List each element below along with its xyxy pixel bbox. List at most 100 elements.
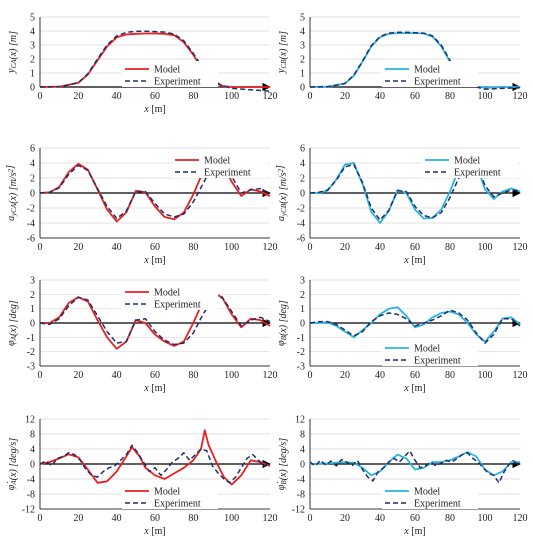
x-tick-label-ayCB-0: 0 (308, 242, 313, 253)
x-tick-label-yCB-0: 0 (308, 91, 313, 102)
x-tick-label-phiB-80: 80 (445, 370, 455, 381)
y-tick-label-yCA-2: 2 (30, 55, 35, 66)
legend-label-phiA-model: Model (154, 288, 180, 299)
y-tick-label-yCA-5: 5 (30, 13, 35, 24)
y-tick-label-yCB-2: 2 (300, 55, 305, 66)
y-tick-label-phiA--1: -1 (27, 333, 35, 344)
y-tick-label-yCB-4: 4 (300, 27, 305, 38)
y-tick-label-ayCA-0: 0 (30, 189, 35, 200)
y-tick-label-yCA-1: 1 (30, 69, 35, 80)
y-tick-label-phiB--1: -1 (297, 333, 305, 344)
x-tick-label-phiA-100: 100 (224, 370, 239, 381)
x-tick-label-ayCA-20: 20 (73, 242, 83, 253)
x-tick-label-ayCB-60: 60 (410, 242, 420, 253)
y-axis-label-yCB: yCB(x) [m] (276, 31, 289, 74)
x-tick-label-dphiA-60: 60 (150, 513, 160, 524)
x-axis-label-dphiB: x [m] (403, 526, 425, 537)
x-tick-label-ayCA-100: 100 (224, 242, 239, 253)
legend-label-dphiB-experiment: Experiment (414, 499, 461, 510)
legend-box-dphiB (382, 483, 478, 509)
y-axis-label-yCA: yCA(x) [m] (6, 31, 19, 74)
y-axis-label-dphiB: φ̇B(x) [deg/s] (276, 438, 289, 490)
y-tick-label-phiA-0: 0 (30, 319, 35, 330)
x-tick-label-dphiB-60: 60 (410, 513, 420, 524)
y-axis-label-dphiA: φ̇A(x) [deg/s] (6, 438, 19, 490)
y-tick-label-ayCB--4: -4 (297, 219, 305, 230)
y-tick-label-yCA-3: 3 (30, 41, 35, 52)
x-tick-label-yCA-0: 0 (38, 91, 43, 102)
x-tick-label-yCA-60: 60 (150, 91, 160, 102)
x-tick-label-yCB-60: 60 (410, 91, 420, 102)
x-tick-label-dphiB-20: 20 (340, 513, 350, 524)
x-tick-label-ayCB-20: 20 (340, 242, 350, 253)
x-tick-label-yCA-120: 120 (263, 91, 278, 102)
x-tick-label-phiA-60: 60 (150, 370, 160, 381)
y-tick-label-dphiB-4: 4 (300, 445, 305, 456)
series-line-ayCB-model (310, 154, 521, 224)
legend-label-dphiB-model: Model (414, 487, 440, 498)
legend-label-yCA-experiment: Experiment (154, 77, 201, 88)
x-tick-label-ayCA-60: 60 (150, 242, 160, 253)
y-tick-label-phiA--3: -3 (27, 362, 35, 373)
series-line-ayCA-model (39, 158, 271, 223)
x-tick-label-yCA-20: 20 (73, 91, 83, 102)
y-tick-label-yCB-0: 0 (300, 83, 305, 94)
x-tick-label-phiA-40: 40 (112, 370, 122, 381)
y-tick-label-yCA-0: 0 (30, 83, 35, 94)
y-tick-label-ayCB-2: 2 (300, 174, 305, 185)
y-tick-label-dphiA--8: -8 (27, 490, 35, 501)
x-tick-label-yCB-120: 120 (513, 91, 528, 102)
x-tick-label-ayCA-80: 80 (188, 242, 198, 253)
x-tick-label-yCB-20: 20 (340, 91, 350, 102)
y-tick-label-ayCA-6: 6 (30, 144, 35, 155)
y-tick-label-ayCA--6: -6 (27, 234, 35, 245)
y-tick-label-dphiA-0: 0 (30, 460, 35, 471)
legend-label-phiB-experiment: Experiment (414, 356, 461, 367)
x-tick-label-dphiB-0: 0 (308, 513, 313, 524)
y-tick-label-phiA--2: -2 (27, 347, 35, 358)
y-tick-label-ayCB--2: -2 (297, 204, 305, 215)
x-axis-label-ayCB: x [m] (403, 255, 425, 266)
y-axis-label-ayCA: ayCA(x) [m/s2] (5, 165, 19, 221)
legend-label-phiA-experiment: Experiment (154, 300, 201, 311)
legend-label-ayCA-experiment: Experiment (204, 168, 251, 179)
y-tick-label-dphiB--12: -12 (292, 505, 305, 516)
y-tick-label-dphiA-8: 8 (30, 430, 35, 441)
x-tick-label-ayCA-40: 40 (112, 242, 122, 253)
y-tick-label-dphiB--4: -4 (297, 475, 305, 486)
x-axis-label-phiA: x [m] (143, 383, 165, 394)
legend-label-yCA-model: Model (154, 65, 180, 76)
series-line-phiA-experiment (39, 296, 271, 346)
legend-label-ayCB-model: Model (454, 156, 480, 167)
y-axis-label-phiB: φB(x) [deg] (276, 300, 289, 346)
x-axis-label-dphiA: x [m] (143, 526, 165, 537)
y-tick-label-phiB-3: 3 (300, 276, 305, 287)
x-axis-label-ayCA: x [m] (143, 255, 165, 266)
x-tick-label-phiB-0: 0 (308, 370, 313, 381)
y-tick-label-ayCA-4: 4 (30, 159, 35, 170)
y-tick-label-dphiA--4: -4 (27, 475, 35, 486)
y-tick-label-yCB-5: 5 (300, 13, 305, 24)
y-tick-label-phiB-1: 1 (300, 304, 305, 315)
legend-box-ayCA (172, 152, 268, 178)
y-tick-label-phiB--3: -3 (297, 362, 305, 373)
y-tick-label-yCB-1: 1 (300, 69, 305, 80)
y-tick-label-dphiB-0: 0 (300, 460, 305, 471)
legend-label-yCB-model: Model (414, 65, 440, 76)
x-tick-label-ayCB-80: 80 (445, 242, 455, 253)
x-tick-label-dphiB-80: 80 (445, 513, 455, 524)
x-tick-label-yCA-100: 100 (224, 91, 239, 102)
x-tick-label-dphiA-80: 80 (188, 513, 198, 524)
legend-label-dphiA-model: Model (154, 487, 180, 498)
x-tick-label-dphiB-40: 40 (375, 513, 385, 524)
y-axis-label-ayCB: ayCB(x) [m/s2] (275, 165, 289, 221)
series-line-yCA-experiment (39, 30, 271, 92)
x-tick-label-ayCB-120: 120 (513, 242, 528, 253)
x-tick-label-phiA-120: 120 (263, 370, 278, 381)
legend-box-dphiA (122, 483, 218, 509)
